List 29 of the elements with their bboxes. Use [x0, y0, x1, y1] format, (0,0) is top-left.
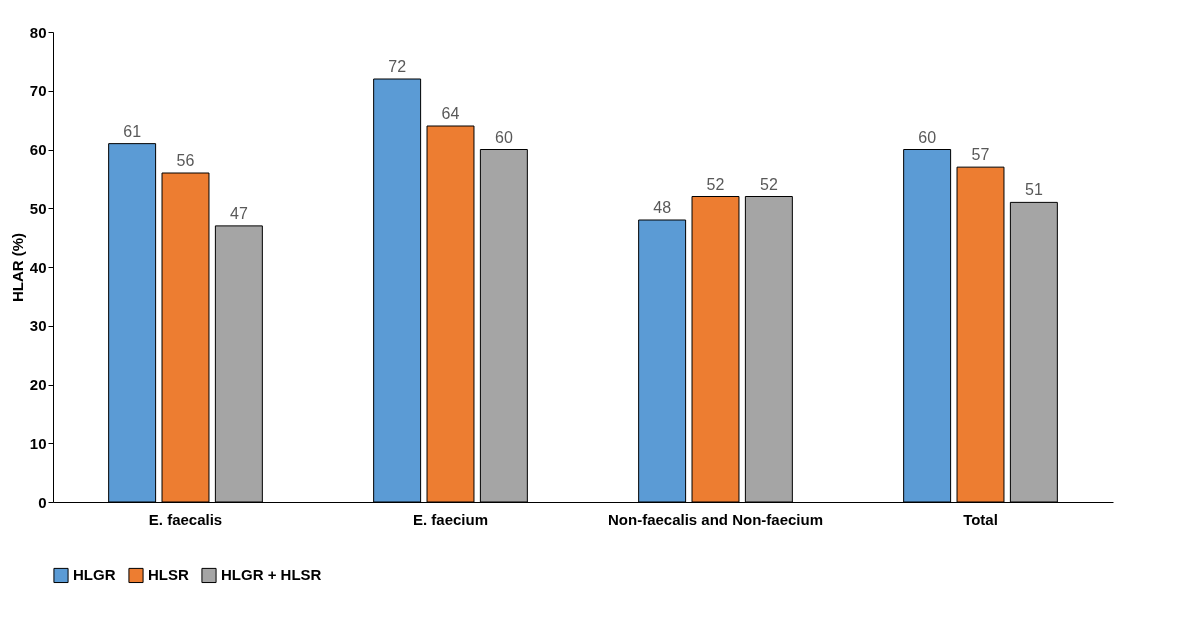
- x-tick-label: E. faecium: [412, 510, 489, 528]
- y-tick-label: 40: [29, 258, 47, 276]
- y-tick-label: 30: [29, 317, 47, 335]
- legend-label: HLSR: [148, 566, 189, 584]
- data-label: 57: [971, 146, 990, 164]
- y-tick-label: 80: [29, 23, 47, 41]
- data-label: 72: [388, 58, 407, 75]
- data-label: 56: [176, 152, 195, 169]
- x-tick-label: E. faecalis: [148, 510, 223, 528]
- data-label: 51: [1024, 181, 1043, 199]
- x-tick-label: Non-faecalis and Non-faecium: [607, 510, 824, 528]
- y-tick-label: 60: [29, 141, 47, 158]
- y-tick-label: 20: [29, 376, 47, 393]
- y-axis-title: HLAR (%): [8, 232, 26, 303]
- data-label: 52: [759, 175, 778, 193]
- data-label: 64: [441, 105, 460, 122]
- y-tick-label: 70: [29, 82, 47, 100]
- y-tick-label: 0: [38, 493, 47, 511]
- legend-label: HLGR: [73, 566, 116, 584]
- data-label: 61: [123, 122, 142, 140]
- y-tick-label: 10: [29, 434, 47, 452]
- x-tick-label: Total: [963, 510, 998, 528]
- data-label: 48: [653, 199, 672, 216]
- y-tick-label: 50: [29, 199, 47, 217]
- legend-label: HLGR + HLSR: [221, 566, 322, 584]
- data-label: 47: [229, 204, 248, 222]
- data-label: 52: [706, 175, 725, 193]
- data-label: 60: [918, 128, 937, 146]
- data-label: 60: [494, 128, 513, 146]
